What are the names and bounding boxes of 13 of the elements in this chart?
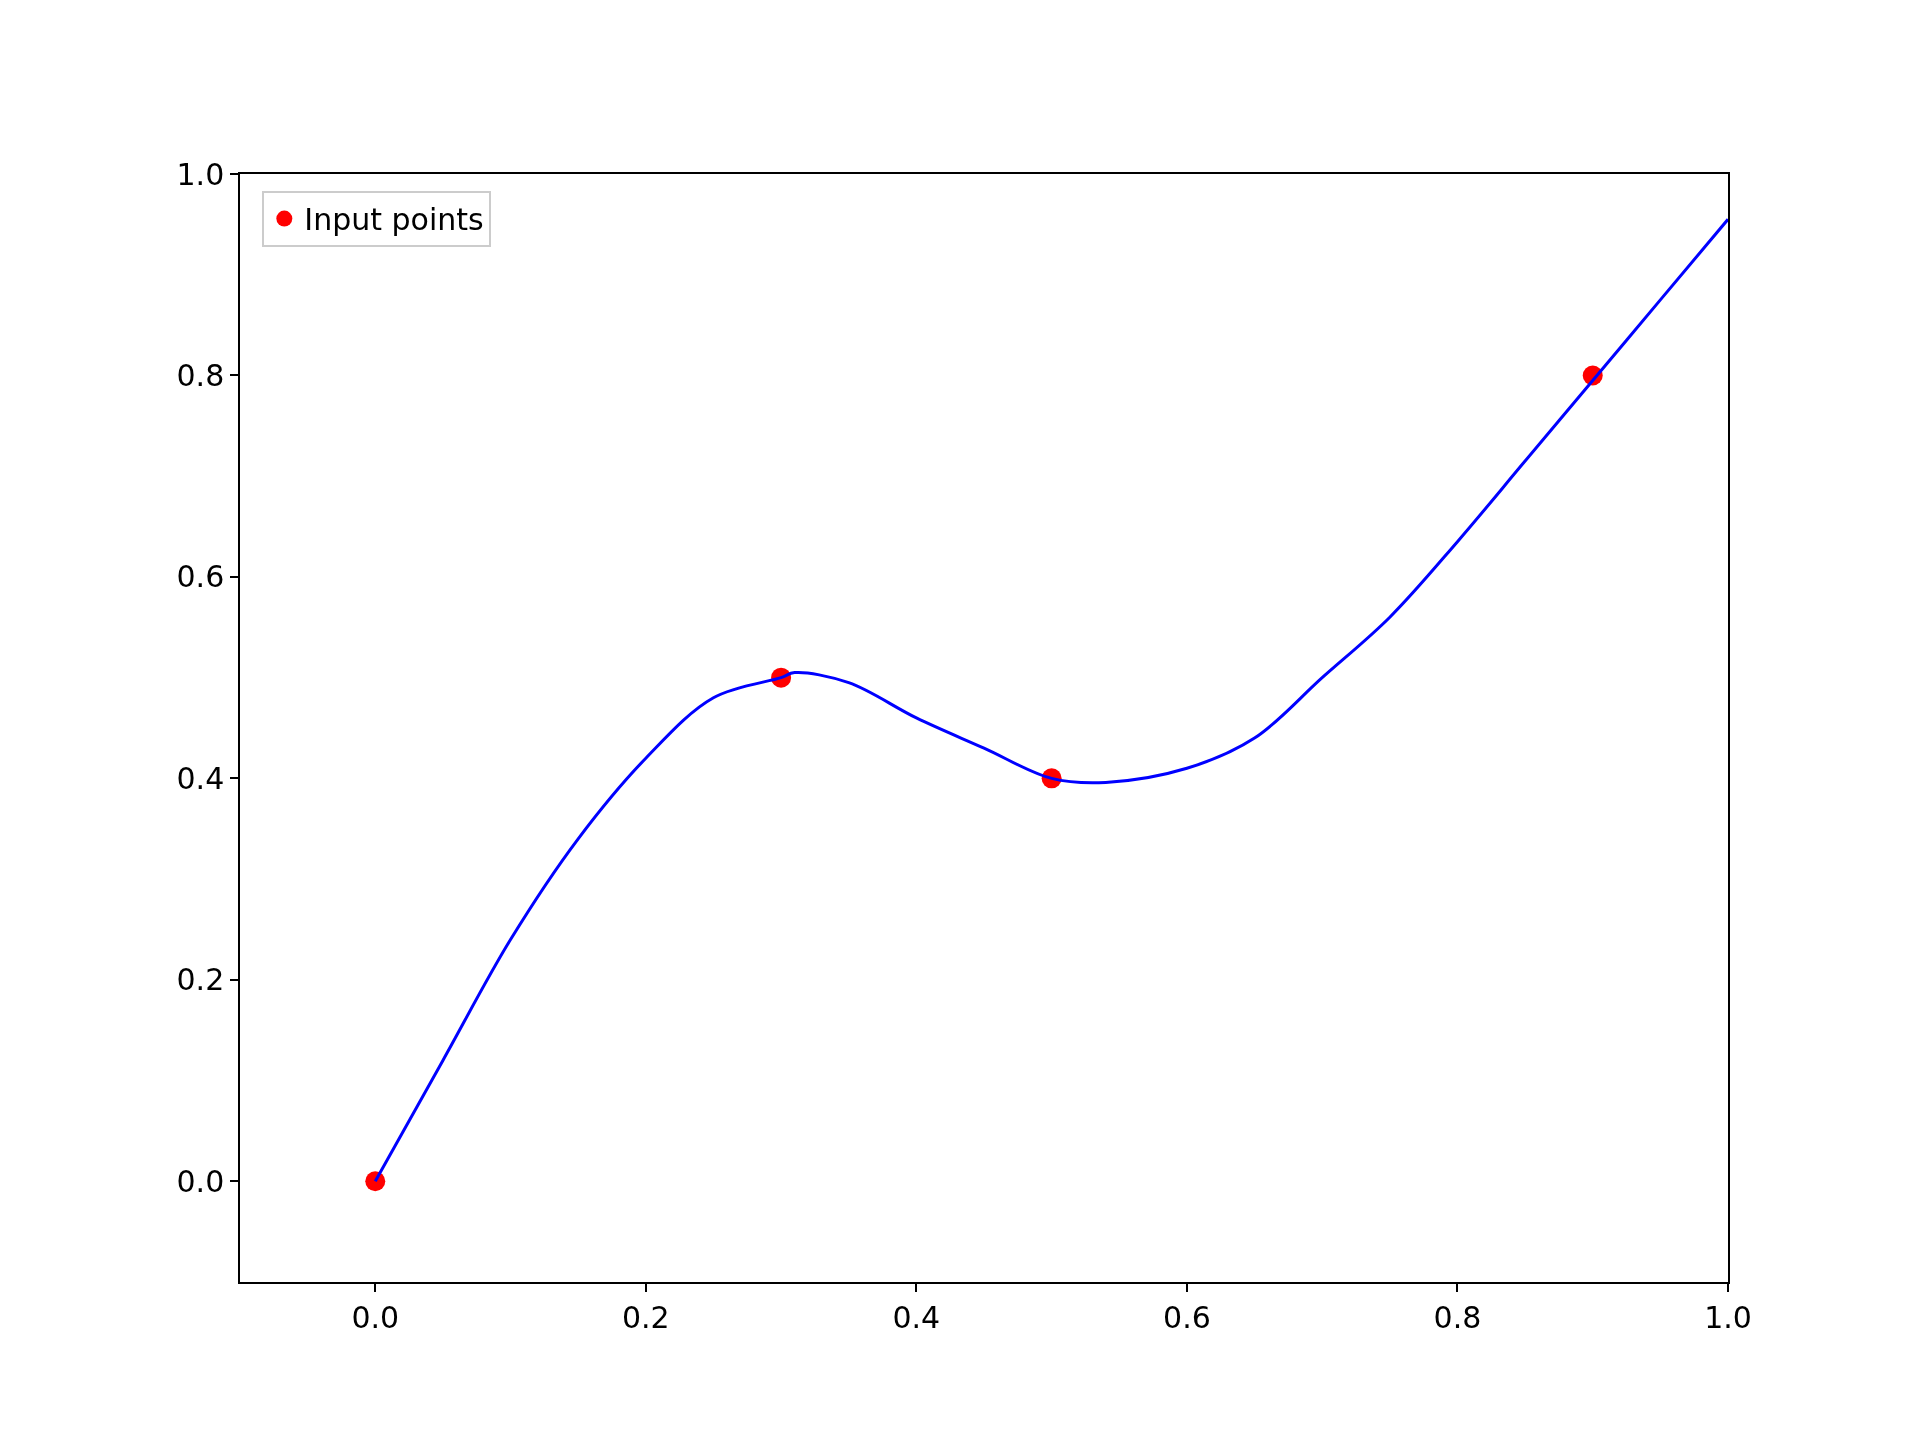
- x-tick-label: 0.6: [1163, 1299, 1211, 1335]
- y-tick-label: 1.0: [176, 156, 225, 192]
- y-tick-label: 0.8: [176, 357, 225, 393]
- x-tick-label: 0.2: [621, 1299, 670, 1335]
- x-tick-label: 0.0: [351, 1299, 400, 1335]
- legend-label: Input points: [304, 202, 484, 238]
- y-tick-label: 0.6: [176, 559, 225, 595]
- y-tick-label: 0.4: [176, 760, 225, 796]
- y-tick-label: 0.0: [176, 1163, 225, 1199]
- x-tick-label: 0.8: [1433, 1299, 1482, 1335]
- x-tick-label: 1.0: [1704, 1299, 1752, 1335]
- x-tick-label: 0.4: [892, 1299, 941, 1335]
- y-tick-label: 0.2: [176, 962, 225, 998]
